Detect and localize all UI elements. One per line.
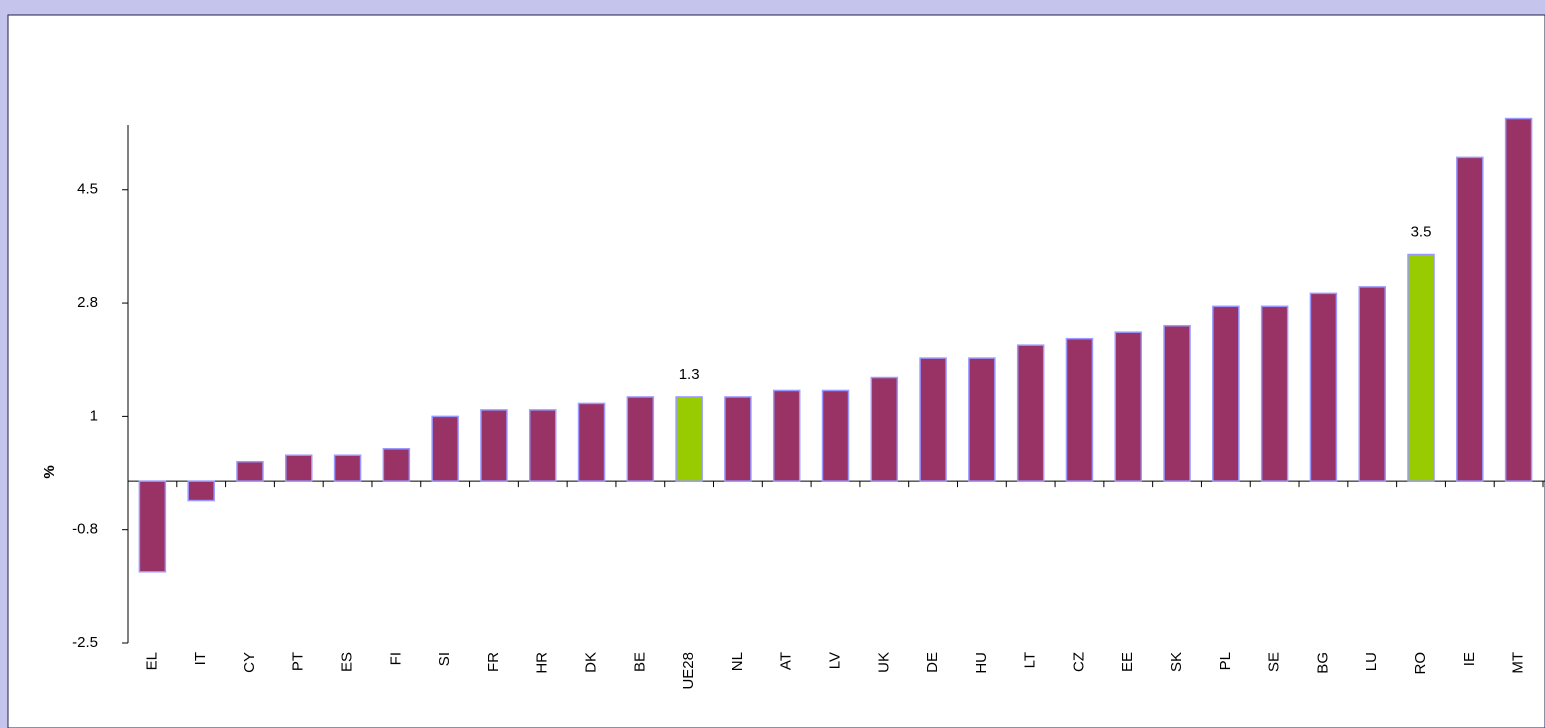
bar	[1309, 292, 1338, 482]
x-tick-label: LU	[1363, 652, 1380, 671]
x-tick-label: SK	[1168, 652, 1185, 672]
x-tick-label: UK	[875, 652, 892, 673]
x-tick-label: CY	[241, 652, 258, 673]
y-tick-label: 4.5	[77, 181, 98, 198]
bar	[333, 454, 362, 482]
bar	[1456, 156, 1484, 482]
x-tick-label: SI	[436, 652, 453, 666]
x-tick-label: UE28	[680, 652, 697, 690]
bar	[138, 480, 167, 573]
bar	[772, 389, 801, 482]
bar	[528, 409, 557, 482]
x-tick-label: HR	[534, 652, 551, 674]
bar	[1504, 117, 1533, 482]
x-tick-label: FR	[485, 652, 502, 672]
bar	[626, 396, 655, 482]
x-tick-label: EL	[143, 652, 160, 670]
bar	[1114, 331, 1143, 482]
x-tick-label: IE	[1461, 652, 1478, 666]
x-tick-label: IT	[192, 652, 209, 665]
x-tick-label: PL	[1217, 652, 1234, 670]
bar	[675, 396, 703, 482]
y-tick-label: 2.8	[77, 294, 98, 311]
bar	[1358, 286, 1386, 482]
bar	[285, 454, 313, 482]
y-tick-label: -2.5	[72, 634, 98, 651]
bar	[1065, 337, 1094, 482]
x-tick-label: NL	[729, 652, 746, 671]
x-tick-label: CZ	[1070, 652, 1087, 672]
x-tick-label: FI	[387, 652, 404, 665]
x-tick-label: MT	[1510, 652, 1527, 674]
x-tick-label: LV	[826, 652, 843, 669]
bar	[919, 357, 947, 482]
x-tick-label: BE	[631, 652, 648, 672]
bar	[236, 460, 264, 482]
x-tick-label: DE	[924, 652, 941, 673]
x-tick-label: HU	[973, 652, 990, 674]
bar	[1212, 305, 1240, 482]
x-tick-label: BG	[1314, 652, 1331, 674]
bar	[1407, 253, 1435, 482]
y-axis-label: %	[41, 465, 58, 478]
bar	[1163, 324, 1191, 482]
bar	[577, 402, 606, 482]
x-tick-label: DK	[583, 652, 600, 673]
bar	[968, 357, 996, 482]
bar	[1260, 305, 1289, 482]
x-tick-label: AT	[778, 652, 795, 670]
plot-background	[7, 14, 1545, 728]
x-tick-label: LT	[1022, 652, 1039, 668]
bar	[187, 480, 215, 502]
bar	[480, 409, 508, 482]
value-label: 3.5	[1411, 223, 1432, 240]
x-tick-label: SE	[1266, 652, 1283, 672]
bar	[1016, 344, 1045, 482]
bar	[724, 396, 752, 482]
x-tick-label: EE	[1119, 652, 1136, 672]
bar	[870, 376, 899, 482]
bar	[431, 415, 459, 482]
value-label: 1.3	[679, 366, 700, 383]
bar	[382, 448, 411, 482]
x-tick-label: RO	[1412, 652, 1429, 675]
bar	[821, 389, 850, 482]
y-tick-label: -0.8	[72, 521, 98, 538]
y-tick-label: 1	[90, 407, 98, 424]
x-tick-label: ES	[339, 652, 356, 672]
x-tick-label: PT	[290, 652, 307, 671]
